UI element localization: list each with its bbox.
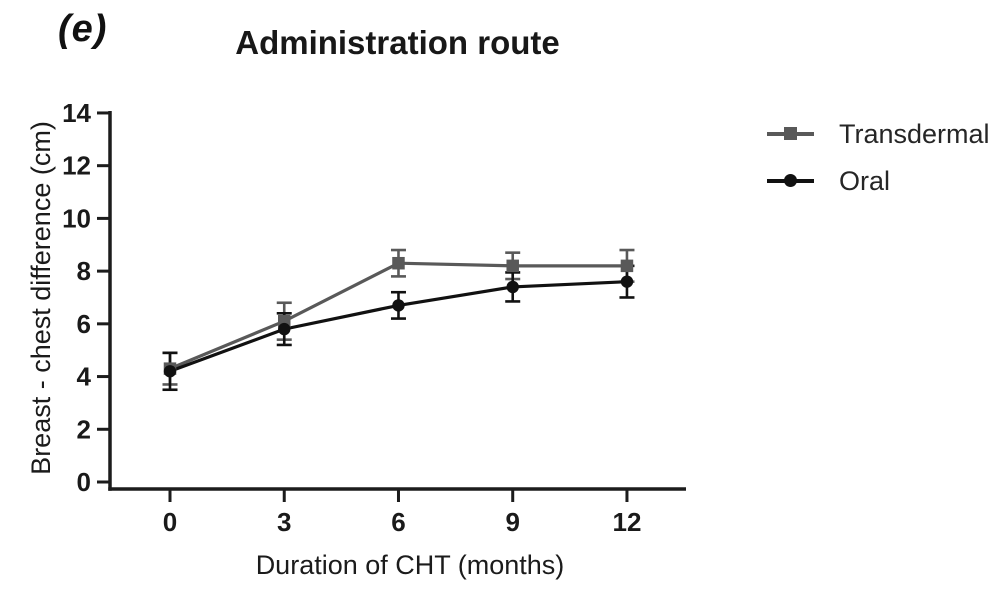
y-tick-label: 2 xyxy=(77,414,91,444)
x-tick-label: 0 xyxy=(163,507,177,537)
legend-item-transdermal: Transdermal xyxy=(767,116,990,152)
legend: Transdermal Oral xyxy=(767,116,990,210)
y-tick-label: 4 xyxy=(77,362,92,392)
circle-marker-icon xyxy=(784,174,797,187)
data-point-circle-oral xyxy=(620,275,634,288)
x-tick-label: 6 xyxy=(391,507,405,537)
x-axis-label: Duration of CHT (months) xyxy=(255,550,565,580)
data-point-square-transdermal xyxy=(620,259,634,273)
legend-label-transdermal: Transdermal xyxy=(839,118,990,149)
data-point-circle-oral xyxy=(163,365,177,378)
data-point-square-transdermal xyxy=(392,256,405,270)
y-tick-label: 12 xyxy=(62,151,91,181)
legend-sample-transdermal xyxy=(767,127,814,141)
data-point-circle-oral xyxy=(278,322,291,336)
y-tick-label: 8 xyxy=(77,256,91,286)
y-tick-label: 6 xyxy=(77,309,91,339)
data-point-circle-oral xyxy=(392,299,405,312)
data-point-circle-oral xyxy=(506,280,519,294)
y-tick-label: 10 xyxy=(62,203,91,233)
x-tick-label: 3 xyxy=(277,507,291,537)
x-tick-label: 12 xyxy=(612,507,641,537)
chart-title: Administration route xyxy=(235,24,560,61)
legend-label-oral: Oral xyxy=(839,165,891,196)
legend-sample-oral xyxy=(767,174,814,188)
legend-item-oral: Oral xyxy=(767,163,990,199)
panel-label: (e) xyxy=(58,8,108,50)
y-tick-label: 0 xyxy=(77,467,91,497)
data-point-square-transdermal xyxy=(506,259,519,273)
x-tick-label: 9 xyxy=(505,507,519,537)
y-tick-label: 14 xyxy=(62,98,91,128)
square-marker-icon xyxy=(784,127,797,140)
